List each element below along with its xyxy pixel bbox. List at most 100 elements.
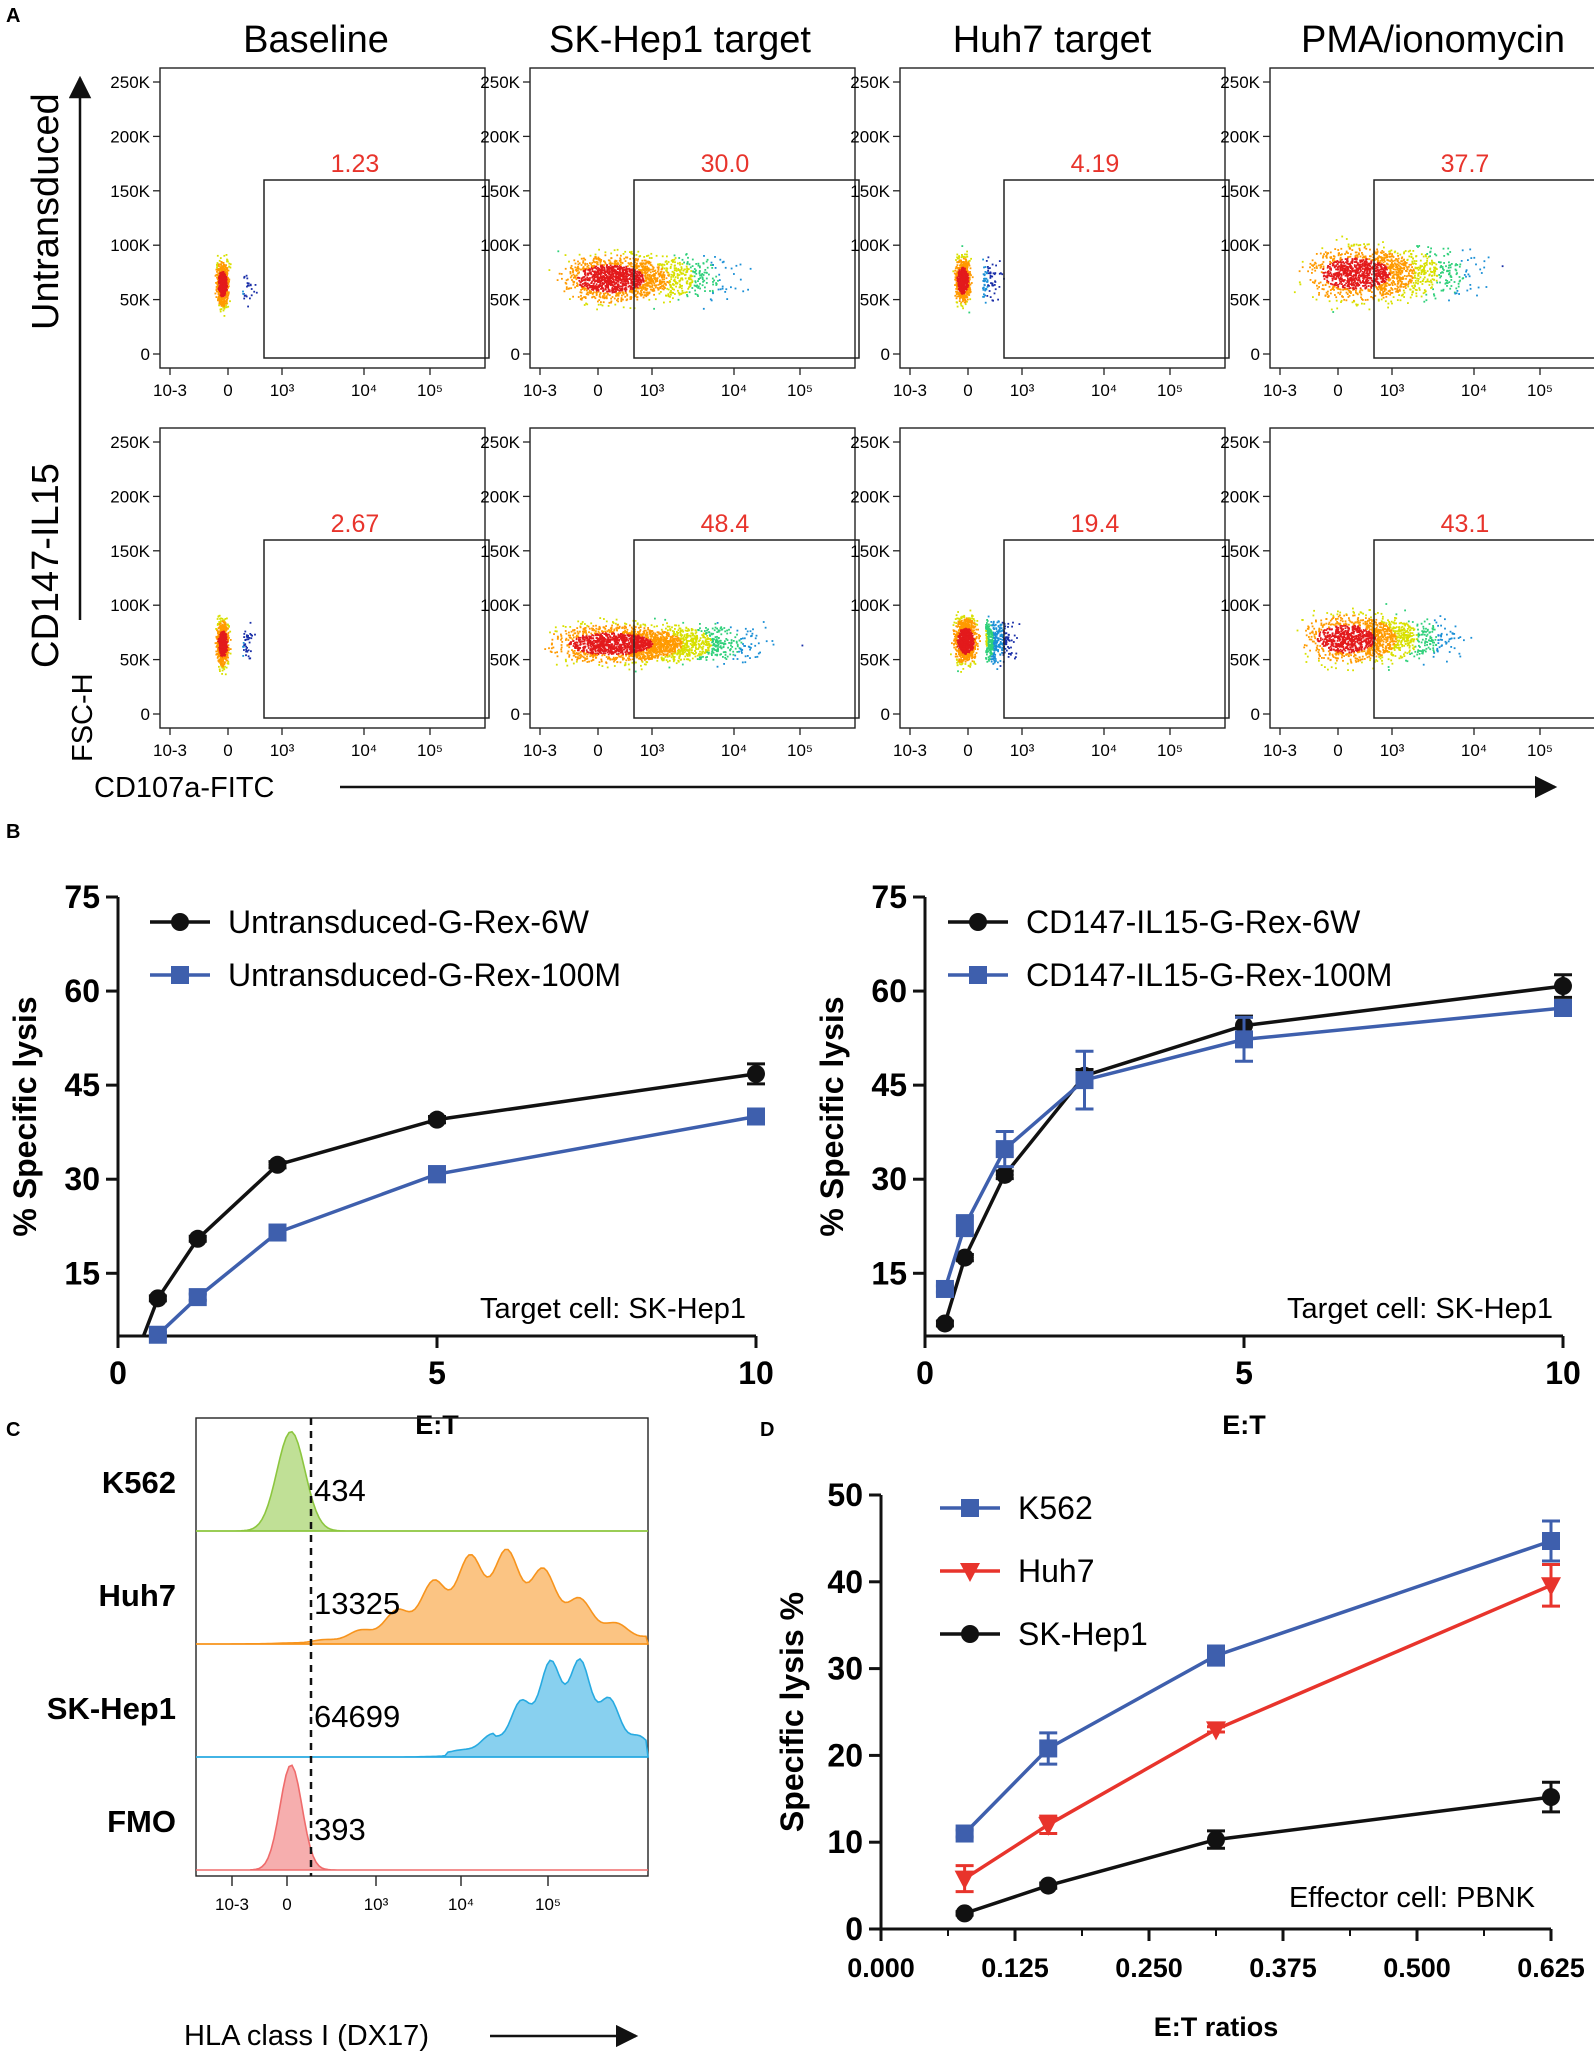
legend-marker <box>969 966 987 984</box>
data-point <box>148 1325 167 1344</box>
hist-x-tick-label: 10⁴ <box>448 1895 474 1914</box>
y-tick-label: 45 <box>64 1067 100 1103</box>
data-point <box>1075 1071 1094 1090</box>
flow-y-tick-label: 0 <box>511 705 520 724</box>
panel-label-c: C <box>6 1419 20 1441</box>
flow-y-tick-label: 0 <box>881 705 890 724</box>
flow-y-tick-label: 200K <box>1220 127 1260 146</box>
flow-y-tick-label: 250K <box>1220 73 1260 92</box>
flow-plot-frame <box>899 427 1226 729</box>
flow-y-tick-label: 200K <box>480 487 520 506</box>
gate-box <box>1003 179 1230 359</box>
data-point <box>954 1870 975 1890</box>
gate-box <box>263 539 490 719</box>
gate-box <box>1373 539 1594 719</box>
data-point <box>1207 1830 1225 1849</box>
data-point <box>268 1223 287 1242</box>
gate-value: 19.4 <box>1071 510 1120 538</box>
column-title-0: Baseline <box>243 19 389 61</box>
data-point <box>1542 1532 1560 1551</box>
flow-y-tick-label: 250K <box>110 433 150 452</box>
flow-y-tick-label: 100K <box>850 236 890 255</box>
y-tick-label: 40 <box>827 1564 863 1600</box>
flow-y-tick-label: 0 <box>511 345 520 364</box>
flow-y-tick-label: 50K <box>1230 651 1261 670</box>
histogram-mfi-value: 13325 <box>314 1586 400 1621</box>
flow-x-tick-label: 10-3 <box>893 381 927 400</box>
data-point <box>1207 1646 1225 1665</box>
histogram-frame <box>195 1417 649 1877</box>
flow-y-tick-label: 150K <box>850 182 890 201</box>
cd107a-axis-label: CD107a-FITC <box>94 772 275 804</box>
flow-event-cloud <box>952 245 1005 314</box>
gate-value: 48.4 <box>701 510 750 538</box>
flow-x-tick-label: 10-3 <box>1263 741 1297 760</box>
series-Untransduced-G-Rex-100M <box>148 1107 765 1344</box>
y-tick-label: 30 <box>64 1161 100 1197</box>
series-line <box>963 1539 1552 1835</box>
data-point <box>955 1216 974 1235</box>
y-tick-label: 0 <box>845 1911 863 1947</box>
data-point <box>955 1904 974 1923</box>
data-point <box>955 1824 974 1843</box>
hist-x-tick-label: 10-3 <box>215 1895 249 1914</box>
panel-c-hla-histogram: K562 434 Huh7 13325 SK-Hep1 64699 FMO 393 10-3 0 1… <box>47 1417 650 2052</box>
legend-label: Untransduced-G-Rex-100M <box>228 957 621 993</box>
flow-y-tick-label: 150K <box>480 542 520 561</box>
y-tick-label: 75 <box>871 879 907 915</box>
gate-box <box>1003 539 1230 719</box>
flow-x-tick-label: 10⁵ <box>1527 381 1553 400</box>
flow-y-tick-label: 0 <box>141 705 150 724</box>
data-point <box>428 1110 446 1129</box>
flow-y-tick-label: 0 <box>141 345 150 364</box>
flow-y-tick-label: 0 <box>1251 345 1260 364</box>
gate-value: 2.67 <box>331 510 380 538</box>
flow-x-tick-label: 10-3 <box>523 381 557 400</box>
flow-x-tick-label: 10⁴ <box>721 381 747 400</box>
histogram-FMO <box>196 1764 648 1871</box>
flow-x-tick-label: 10³ <box>270 381 295 400</box>
flow-y-tick-label: 250K <box>480 73 520 92</box>
flow-x-tick-label: 0 <box>223 741 232 760</box>
flow-y-tick-label: 100K <box>480 596 520 615</box>
flow-y-tick-label: 150K <box>110 542 150 561</box>
data-point <box>1554 977 1572 996</box>
flow-event-cloud <box>214 614 256 676</box>
legend-marker <box>171 966 189 984</box>
flow-y-tick-label: 50K <box>1230 291 1261 310</box>
histogram-Huh7 <box>196 1548 650 1645</box>
panel-label-a: A <box>6 5 20 27</box>
histogram-mfi-value: 64699 <box>314 1699 400 1734</box>
flow-y-tick-label: 250K <box>110 73 150 92</box>
flow-plot-frame <box>1269 67 1594 369</box>
flow-event-cloud <box>950 609 1021 673</box>
flow-x-tick-label: 10⁵ <box>787 381 813 400</box>
flow-y-tick-label: 100K <box>110 236 150 255</box>
flow-y-tick-label: 100K <box>1220 596 1260 615</box>
series-line <box>964 1795 1552 1916</box>
x-tick-label: 5 <box>1235 1355 1253 1391</box>
flow-y-tick-label: 250K <box>850 73 890 92</box>
flow-y-tick-label: 50K <box>120 291 151 310</box>
legend-marker <box>171 913 189 931</box>
x-axis-label: E:T <box>1222 1410 1266 1440</box>
y-tick-label: 75 <box>64 879 100 915</box>
gate-value: 4.19 <box>1071 150 1120 178</box>
data-point <box>1039 1876 1058 1895</box>
flow-y-tick-label: 50K <box>860 291 891 310</box>
flow-event-cloud <box>544 617 804 673</box>
flow-y-tick-label: 200K <box>110 127 150 146</box>
chart-annotation: Effector cell: PBNK <box>1289 1882 1536 1914</box>
data-point <box>1235 1030 1253 1049</box>
flow-plot-frame <box>159 427 486 729</box>
data-point <box>428 1165 446 1184</box>
series-CD147-IL15-G-Rex-6W <box>935 973 1572 1333</box>
row-label-cd147: CD147-IL15 <box>25 463 67 668</box>
gate-box <box>633 539 860 719</box>
flow-y-tick-label: 100K <box>110 596 150 615</box>
data-point <box>1554 999 1572 1018</box>
